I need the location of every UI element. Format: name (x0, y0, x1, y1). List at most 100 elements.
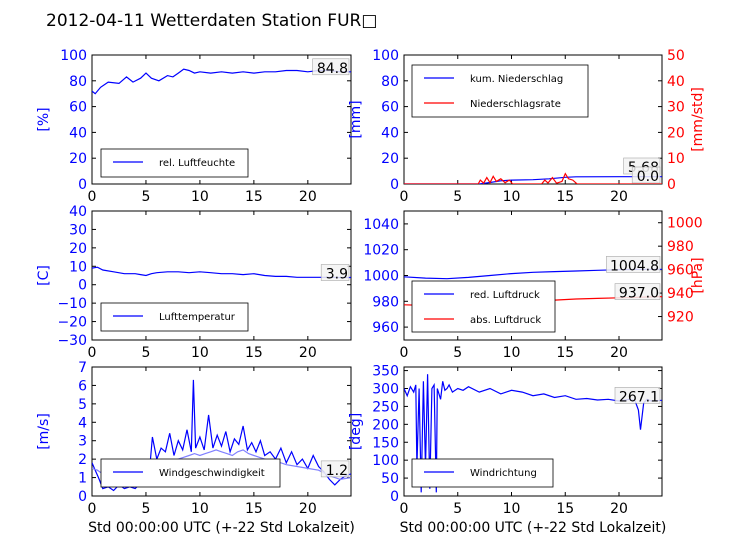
y-tick-label: 5 (78, 397, 87, 413)
y-tick-label: 100 (60, 48, 87, 64)
panel-temperature: 0 5 10 15 20 −30 −20 −10 0 10 20 30 40 [C] Lufttempera… (36, 204, 352, 361)
legend-label: rel. Luftfeuchte (159, 158, 235, 169)
legend: Windgeschwindigkeit (100, 458, 281, 488)
y-tick-label: 0 (390, 177, 399, 193)
legend-label: kum. Niederschlag (470, 74, 563, 85)
y-axis-label: [m/s] (36, 413, 52, 450)
last-value-box (320, 264, 350, 281)
x-tick-label: 15 (245, 189, 263, 205)
y-tick-label: 40 (381, 125, 399, 141)
last-value-label: 84.8 (317, 61, 348, 77)
plot-frame (91, 366, 352, 497)
y-tick-label: 20 (69, 241, 87, 257)
plot-frame (91, 210, 352, 341)
x-tick-label: 5 (141, 501, 150, 517)
y-tick-label: 100 (372, 48, 399, 64)
y-tick-label: 960 (372, 320, 399, 336)
last-value-box (320, 460, 350, 478)
y-tick-label: 150 (372, 435, 399, 451)
y-axis-label: [deg] (348, 413, 364, 450)
y-right-tick-label: 920 (667, 310, 694, 326)
y-right-axis-label: [hPa] (690, 257, 706, 293)
y-tick-label: 1000 (363, 269, 399, 285)
y-tick-label: 6 (78, 378, 87, 394)
plot-frame (91, 54, 352, 185)
y-tick-label: 300 (372, 382, 399, 398)
x-tick-label: 20 (299, 501, 317, 517)
y-tick-label: 50 (381, 471, 399, 487)
y-tick-label: 60 (69, 100, 87, 116)
legend-frame (411, 280, 556, 333)
legend: Windrichtung (411, 458, 554, 488)
x-axis-label: Std 00:00:00 UTC (+-22 Std Lokalzeit) (88, 520, 355, 536)
y-right-tick-label: 30 (667, 100, 685, 116)
y-tick-label: 40 (69, 204, 87, 220)
legend: rel. Luftfeuchte (100, 148, 249, 178)
legend: red. Luftdruck abs. Luftdruck (411, 280, 556, 333)
y-right-axis-label: [mm/std] (690, 87, 706, 152)
y-right-tick-label: 1000 (667, 216, 703, 232)
last-value-label: 1004.8 (610, 258, 659, 274)
x-tick-label: 10 (191, 189, 209, 205)
x-tick-label: 15 (556, 189, 574, 205)
x-tick-label: 20 (610, 345, 628, 361)
legend-label: red. Luftdruck (470, 290, 540, 301)
y-tick-label: 7 (78, 360, 87, 376)
panel-humidity: 0 5 10 15 20 0 20 40 60 80 100 [%] rel. Luftfeuchte 8… (36, 48, 352, 205)
x-tick-label: 0 (400, 345, 409, 361)
legend-frame (411, 458, 554, 488)
series-line-kum-niederschlag (404, 176, 662, 184)
y-right-tick-label: 20 (667, 125, 685, 141)
last-value-box (614, 283, 661, 300)
figure-title: 2012-04-11 Wetterdaten Station FUR□ (46, 11, 377, 31)
y-right-tick-label: 980 (667, 239, 694, 255)
x-tick-label: 0 (88, 501, 97, 517)
y-tick-label: 1040 (363, 217, 399, 233)
x-tick-label: 0 (400, 189, 409, 205)
y-tick-label: 0 (78, 489, 87, 505)
last-value-box (631, 166, 661, 184)
legend-label: Windrichtung (470, 468, 537, 479)
panel-precip: 0 5 10 15 20 0 20 40 60 80 100 0 10 20 30 40 50 [mm] [mm/s… (348, 48, 706, 205)
x-tick-label: 20 (610, 501, 628, 517)
y-tick-label: −30 (57, 333, 87, 349)
y-tick-label: 250 (372, 399, 399, 415)
y-tick-label: 20 (381, 151, 399, 167)
legend: kum. Niederschlag Niederschlagsrate (411, 64, 589, 118)
plot-frame (403, 366, 663, 497)
last-value-box (606, 256, 661, 273)
y-tick-label: 200 (372, 417, 399, 433)
legend-frame (411, 64, 589, 118)
x-tick-label: 5 (141, 189, 150, 205)
last-value-label: 1.2 (326, 463, 348, 479)
y-tick-label: 10 (69, 259, 87, 275)
y-tick-label: 20 (69, 151, 87, 167)
y-tick-label: 1 (78, 471, 87, 487)
legend-label: Niederschlagsrate (470, 99, 561, 110)
x-tick-label: 10 (191, 345, 209, 361)
legend: Lufttemperatur (100, 302, 249, 332)
x-tick-label: 10 (503, 189, 521, 205)
y-right-tick-label: 940 (667, 286, 694, 302)
legend-frame (100, 148, 249, 178)
x-tick-label: 5 (453, 189, 462, 205)
y-tick-label: 0 (78, 278, 87, 294)
panel-pressure: 0 5 10 15 20 960 980 1000 1020 1040 920 940 960 980 10… (363, 210, 706, 361)
y-right-tick-label: 0 (667, 177, 676, 193)
x-tick-label: 20 (610, 189, 628, 205)
x-tick-label: 15 (245, 501, 263, 517)
x-tick-label: 20 (299, 345, 317, 361)
y-right-tick-label: 960 (667, 263, 694, 279)
y-right-tick-label: 40 (667, 74, 685, 90)
x-tick-label: 0 (400, 501, 409, 517)
legend-label: Lufttemperatur (159, 312, 236, 323)
y-right-tick-label: 50 (667, 48, 685, 64)
y-tick-label: −10 (57, 296, 87, 312)
y-tick-label: 0 (78, 177, 87, 193)
y-tick-label: −20 (57, 315, 87, 331)
series-line-lufttemperatur (92, 266, 351, 279)
y-tick-label: 100 (372, 453, 399, 469)
series-line-niederschlagsrate (404, 172, 662, 184)
